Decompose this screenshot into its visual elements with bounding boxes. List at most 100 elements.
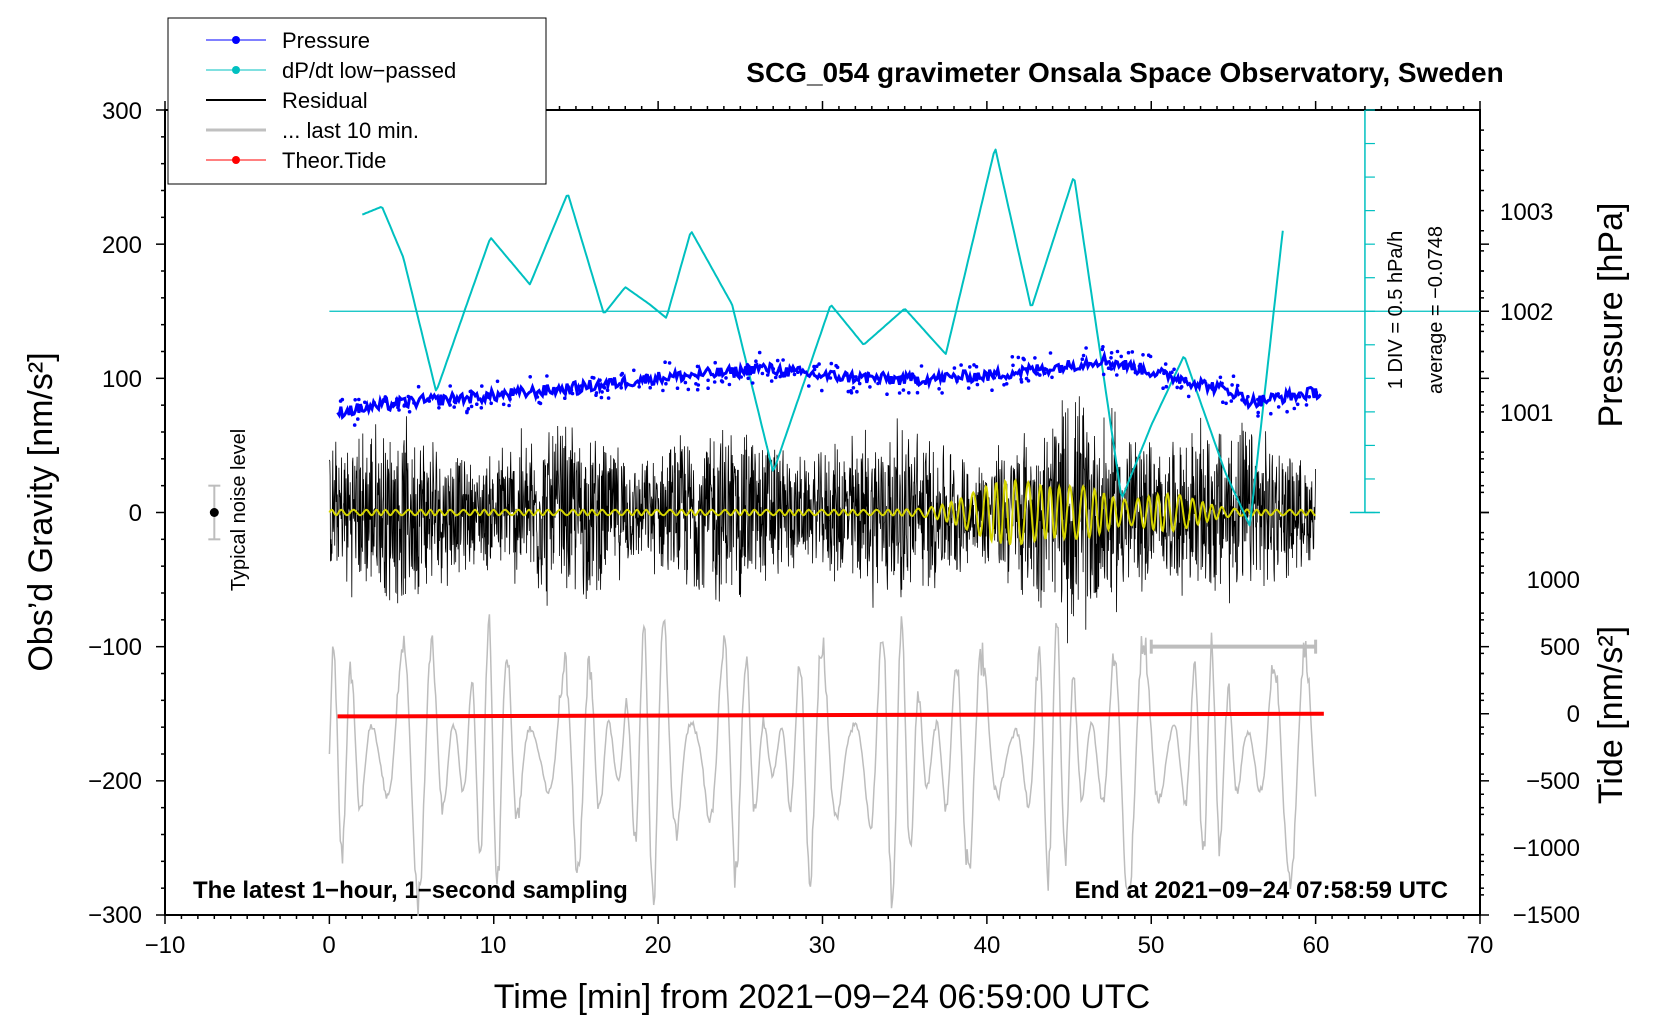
pressure-point	[579, 384, 583, 388]
pressure-point	[1084, 346, 1088, 350]
pressure-point	[796, 370, 800, 375]
pressure-point	[1119, 354, 1123, 359]
pressure-point	[416, 384, 421, 389]
pressure-point	[739, 375, 743, 379]
pressure-point	[771, 367, 776, 371]
pressure-point	[1101, 372, 1106, 377]
x-tick-label: 20	[645, 932, 672, 959]
pressure-point	[881, 371, 885, 376]
pressure-point	[834, 363, 838, 368]
pressure-point	[820, 388, 824, 393]
pressure-point	[765, 373, 770, 377]
pressure-point	[791, 369, 796, 373]
pressure-point	[1276, 392, 1280, 396]
pressure-point	[359, 405, 363, 409]
pressure-point	[1109, 351, 1114, 355]
pressure-point	[535, 395, 540, 399]
pressure-point	[1080, 357, 1085, 362]
pressure-point	[1019, 369, 1023, 374]
pressure-point	[1162, 371, 1166, 376]
pressure-point	[1115, 349, 1120, 354]
pressure-point	[750, 381, 755, 385]
legend: Pressure dP/dt low−passed Residual ... l…	[167, 17, 547, 185]
pressure-point	[372, 400, 377, 405]
pressure-point	[876, 381, 880, 386]
pressure-point	[1218, 375, 1223, 380]
pressure-point	[605, 388, 610, 393]
pressure-point	[915, 390, 920, 395]
pressure-point	[792, 372, 797, 377]
pressure-point	[829, 361, 834, 366]
pressure-point	[746, 376, 750, 381]
pressure-point	[724, 376, 728, 380]
tide-tick-label: 500	[1540, 634, 1580, 661]
pressure-point	[817, 362, 821, 366]
pressure-point	[955, 379, 959, 384]
pressure-point	[781, 371, 786, 376]
y-tick-label: 0	[129, 500, 142, 527]
pressure-point	[851, 386, 856, 390]
pressure-point	[397, 408, 401, 412]
pressure-point	[1126, 350, 1131, 355]
pressure-point	[1002, 383, 1006, 387]
end-time-note: End at 2021−09−24 07:58:59 UTC	[1074, 877, 1448, 904]
sampling-note: The latest 1−hour, 1−second sampling	[193, 877, 628, 904]
pressure-point	[1024, 376, 1029, 381]
pressure-point	[1133, 370, 1138, 375]
legend-pressure-marker	[232, 36, 240, 44]
pressure-point	[528, 375, 532, 379]
pressure-point	[1304, 403, 1309, 407]
pressure-point	[1050, 375, 1054, 380]
pressure-point	[1122, 360, 1127, 364]
pressure-point	[570, 391, 575, 396]
pressure-point	[590, 375, 594, 380]
pressure-point	[1269, 411, 1273, 416]
pressure-layer	[336, 345, 1322, 427]
pressure-point	[1164, 384, 1169, 389]
pressure-point	[1172, 367, 1176, 372]
residual-layer	[329, 396, 1316, 644]
pressure-point	[507, 403, 511, 408]
noise-level-label: Typical noise level	[228, 429, 250, 591]
pressure-point	[1256, 397, 1260, 402]
dpdt-average-label: average = −0.0748	[1425, 226, 1447, 394]
pressure-point	[340, 397, 345, 402]
pressure-point	[706, 378, 710, 383]
pressure-point	[901, 388, 906, 392]
pressure-point	[599, 395, 604, 400]
pressure-point	[382, 397, 386, 402]
pressure-point	[539, 391, 544, 396]
pressure-point	[696, 383, 701, 387]
pressure-point	[1048, 351, 1053, 355]
pressure-point	[843, 373, 848, 377]
pressure-point	[1295, 402, 1300, 407]
tide-tick-label: −1500	[1513, 902, 1580, 929]
pressure-point	[448, 384, 453, 388]
pressure-point	[563, 396, 567, 401]
pressure-point	[1290, 395, 1294, 399]
pressure-point	[1230, 383, 1234, 387]
x-axis-label: Time [min] from 2021−09−24 06:59:00 UTC	[494, 978, 1150, 1016]
pressure-point	[1307, 395, 1312, 399]
pressure-point	[1240, 398, 1244, 402]
dpdt-layer	[329, 109, 1480, 527]
pressure-point	[675, 386, 680, 391]
pressure-point	[680, 374, 684, 379]
pressure-point	[475, 402, 479, 407]
pressure-point	[972, 363, 976, 367]
tide-tick-label: −1000	[1513, 835, 1580, 862]
pressure-point	[937, 387, 941, 391]
pressure-point	[594, 391, 599, 395]
pressure-point	[1163, 362, 1168, 366]
legend-dpdt-marker	[232, 66, 240, 74]
pressure-point	[569, 388, 574, 393]
pressure-point	[1285, 409, 1289, 414]
tide-axis-label: Tide [nm/s²]	[1592, 626, 1630, 804]
pressure-point	[1170, 370, 1174, 375]
pressure-point	[1132, 363, 1136, 367]
pressure-point	[720, 380, 725, 384]
pressure-point	[538, 401, 543, 406]
pressure-point	[1100, 347, 1105, 352]
pressure-point	[686, 387, 691, 392]
